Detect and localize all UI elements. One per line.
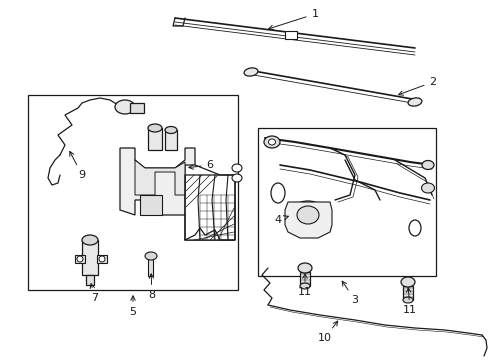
Bar xyxy=(130,103,143,113)
Text: 10: 10 xyxy=(317,321,337,343)
Polygon shape xyxy=(120,148,195,215)
Text: 6: 6 xyxy=(188,160,213,170)
Ellipse shape xyxy=(297,263,311,273)
Bar xyxy=(28,95,238,290)
Ellipse shape xyxy=(82,235,98,245)
Bar xyxy=(97,255,107,263)
Bar xyxy=(299,272,309,286)
Ellipse shape xyxy=(145,252,157,260)
Ellipse shape xyxy=(408,220,420,236)
Text: 9: 9 xyxy=(70,152,85,180)
Ellipse shape xyxy=(244,68,257,76)
Ellipse shape xyxy=(77,256,83,262)
Ellipse shape xyxy=(400,277,414,287)
Polygon shape xyxy=(184,165,235,240)
Bar xyxy=(402,286,412,300)
Ellipse shape xyxy=(299,283,309,289)
Ellipse shape xyxy=(421,183,434,193)
Ellipse shape xyxy=(402,297,412,303)
Ellipse shape xyxy=(264,136,280,148)
Text: 3: 3 xyxy=(342,281,358,305)
Text: 1: 1 xyxy=(268,9,318,30)
Bar xyxy=(86,275,94,285)
Bar xyxy=(258,128,435,276)
Bar xyxy=(148,258,153,276)
Text: 4: 4 xyxy=(274,215,288,225)
Ellipse shape xyxy=(148,124,162,132)
Bar xyxy=(148,128,162,150)
Bar xyxy=(140,195,162,215)
Polygon shape xyxy=(135,160,184,195)
Ellipse shape xyxy=(164,126,177,134)
Text: 5: 5 xyxy=(129,296,136,317)
Text: 7: 7 xyxy=(90,284,99,303)
Ellipse shape xyxy=(296,206,318,224)
Ellipse shape xyxy=(115,100,135,114)
Text: 8: 8 xyxy=(148,274,155,300)
Text: 11: 11 xyxy=(402,288,416,315)
Ellipse shape xyxy=(231,164,242,172)
Bar xyxy=(75,255,85,263)
Bar xyxy=(164,130,177,150)
Text: 11: 11 xyxy=(297,274,311,297)
Bar xyxy=(285,31,296,39)
Ellipse shape xyxy=(231,174,242,182)
Bar xyxy=(82,240,98,275)
Ellipse shape xyxy=(99,256,105,262)
Polygon shape xyxy=(285,202,331,238)
Ellipse shape xyxy=(421,161,433,170)
Ellipse shape xyxy=(288,201,326,229)
Ellipse shape xyxy=(268,139,275,145)
Ellipse shape xyxy=(270,183,285,203)
Text: 2: 2 xyxy=(398,77,436,95)
Ellipse shape xyxy=(407,98,421,106)
